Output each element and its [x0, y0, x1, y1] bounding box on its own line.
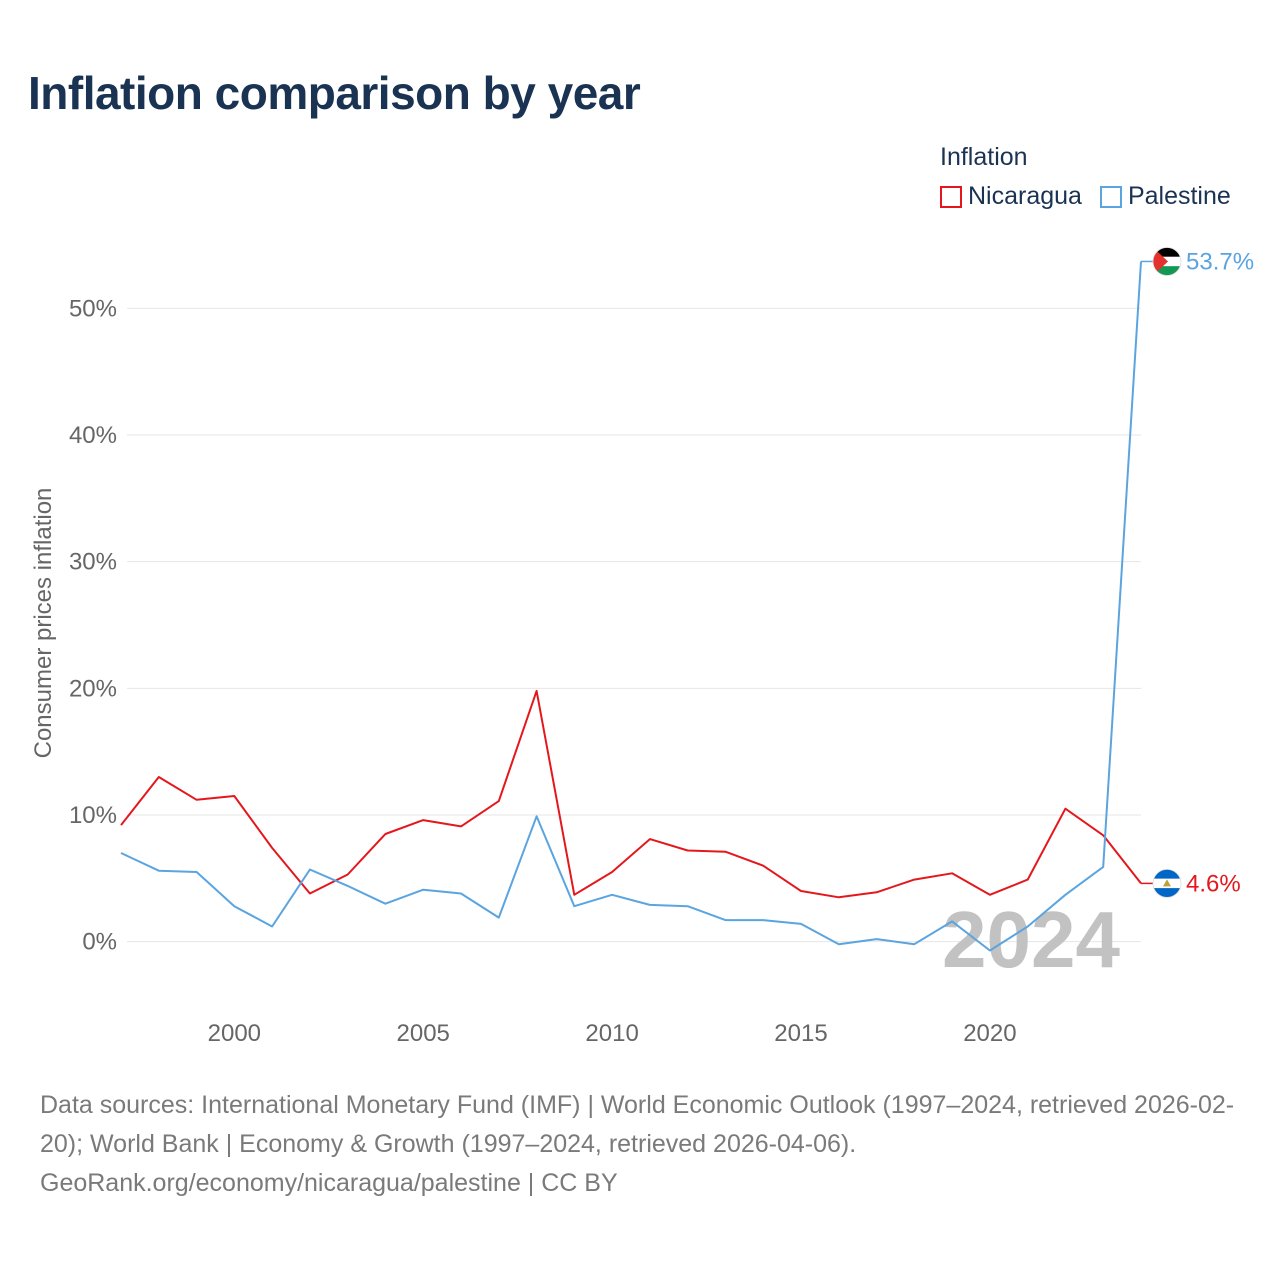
series-lines [116, 261, 1142, 956]
legend-title: Inflation [940, 143, 1028, 171]
data-point-nicaragua-2006[interactable] [456, 821, 466, 831]
data-point-palestine-2023[interactable] [1098, 862, 1108, 872]
data-point-palestine-2001[interactable] [267, 921, 277, 931]
data-point-palestine-2021[interactable] [1023, 921, 1033, 931]
data-point-palestine-2008[interactable] [532, 811, 542, 821]
x-tick-label: 2005 [397, 1020, 450, 1047]
y-tick-label: 50% [69, 295, 117, 322]
data-point-nicaragua-2023[interactable] [1098, 830, 1108, 840]
legend-items: Nicaragua Palestine [940, 182, 1231, 211]
nicaragua-flag-icon [1152, 869, 1182, 898]
data-point-palestine-2011[interactable] [645, 900, 655, 910]
year-watermark: 2024 [942, 895, 1120, 984]
data-point-palestine-2004[interactable] [380, 899, 390, 909]
data-point-palestine-2002[interactable] [305, 864, 315, 874]
data-point-palestine-1998[interactable] [154, 866, 164, 876]
x-tick-label: 2000 [208, 1020, 261, 1047]
data-point-palestine-2014[interactable] [758, 915, 768, 925]
data-point-nicaragua-2002[interactable] [305, 889, 315, 899]
data-point-nicaragua-1999[interactable] [192, 795, 202, 805]
legend-item-palestine[interactable]: Palestine [1099, 182, 1231, 211]
data-point-palestine-1997[interactable] [116, 848, 126, 858]
series-line-nicaragua[interactable] [120, 689, 1142, 899]
data-point-nicaragua-2001[interactable] [267, 843, 277, 853]
data-point-nicaragua-2004[interactable] [380, 829, 390, 839]
data-point-nicaragua-2003[interactable] [343, 870, 353, 880]
source-text: Data sources: International Monetary Fun… [40, 1091, 1235, 1158]
data-point-nicaragua-1998[interactable] [154, 772, 164, 782]
data-point-palestine-2016[interactable] [834, 939, 844, 949]
data-point-nicaragua-2013[interactable] [720, 847, 730, 857]
x-tick-label: 2015 [774, 1020, 827, 1047]
data-point-palestine-2022[interactable] [1060, 890, 1070, 900]
legend-swatch-nicaragua [940, 185, 962, 208]
legend-swatch-palestine [1099, 185, 1122, 208]
legend-item-nicaragua[interactable]: Nicaragua [940, 182, 1082, 211]
data-point-nicaragua-2021[interactable] [1023, 875, 1033, 885]
y-tick-label: 10% [69, 802, 117, 829]
data-point-nicaragua-2022[interactable] [1060, 804, 1070, 814]
data-point-palestine-2010[interactable] [607, 890, 617, 900]
gridlines [127, 307, 1141, 943]
data-point-palestine-2007[interactable] [494, 913, 504, 923]
data-point-nicaragua-2020[interactable] [985, 890, 995, 900]
legend: Inflation Nicaragua Palestine [940, 143, 1231, 211]
data-point-palestine-2020[interactable] [985, 946, 995, 956]
data-point-nicaragua-1997[interactable] [116, 820, 126, 830]
x-tick-label: 2010 [585, 1020, 638, 1047]
y-tick-label: 0% [82, 929, 117, 956]
data-point-palestine-2003[interactable] [343, 881, 353, 891]
source-link[interactable]: GeoRank.org/economy/nicaragua/palestine … [40, 1169, 618, 1197]
data-point-palestine-2009[interactable] [569, 901, 579, 911]
legend-label-palestine: Palestine [1127, 182, 1231, 210]
data-point-nicaragua-2010[interactable] [607, 867, 617, 877]
data-point-palestine-2019[interactable] [947, 916, 957, 926]
data-point-palestine-2000[interactable] [229, 901, 239, 911]
series-line-palestine[interactable] [120, 261, 1142, 952]
data-point-nicaragua-2007[interactable] [494, 796, 504, 806]
data-point-nicaragua-2015[interactable] [796, 886, 806, 896]
data-point-palestine-2006[interactable] [456, 889, 466, 899]
data-point-nicaragua-2005[interactable] [418, 815, 428, 825]
palestine-flag-icon [1152, 247, 1182, 276]
data-point-nicaragua-2014[interactable] [758, 861, 768, 871]
data-point-palestine-2017[interactable] [872, 934, 882, 944]
data-point-palestine-2018[interactable] [909, 939, 919, 949]
data-point-palestine-2005[interactable] [418, 885, 428, 895]
data-point-palestine-2012[interactable] [683, 901, 693, 911]
y-tick-label: 30% [69, 549, 117, 576]
data-source-note: Data sources: International Monetary Fun… [40, 1086, 1250, 1203]
x-tick-label: 2020 [963, 1020, 1016, 1047]
data-point-nicaragua-2008[interactable] [532, 686, 542, 696]
data-point-nicaragua-2000[interactable] [229, 791, 239, 801]
data-point-nicaragua-2016[interactable] [834, 892, 844, 902]
legend-label-nicaragua: Nicaragua [968, 182, 1082, 210]
data-point-palestine-1999[interactable] [192, 867, 202, 877]
end-labels: 4.6% 53.7% [1141, 247, 1254, 898]
end-label-nicaragua: 4.6% [1186, 870, 1241, 897]
y-tick-label: 20% [69, 675, 117, 702]
chart-title: Inflation comparison by year [28, 67, 641, 119]
end-label-palestine: 53.7% [1186, 248, 1254, 275]
y-tick-label: 40% [69, 422, 117, 449]
data-point-palestine-2015[interactable] [796, 919, 806, 929]
data-point-nicaragua-2012[interactable] [683, 845, 693, 855]
data-point-nicaragua-2011[interactable] [645, 834, 655, 844]
x-axis-ticks: 2000 2005 2010 2015 2020 [208, 1020, 1017, 1047]
data-point-nicaragua-2018[interactable] [909, 875, 919, 885]
y-axis-ticks: 0% 10% 20% 30% 40% 50% [69, 295, 117, 955]
data-point-palestine-2013[interactable] [720, 915, 730, 925]
data-point-nicaragua-2017[interactable] [872, 887, 882, 897]
data-point-nicaragua-2019[interactable] [947, 868, 957, 878]
y-axis-title: Consumer prices inflation [30, 488, 57, 759]
